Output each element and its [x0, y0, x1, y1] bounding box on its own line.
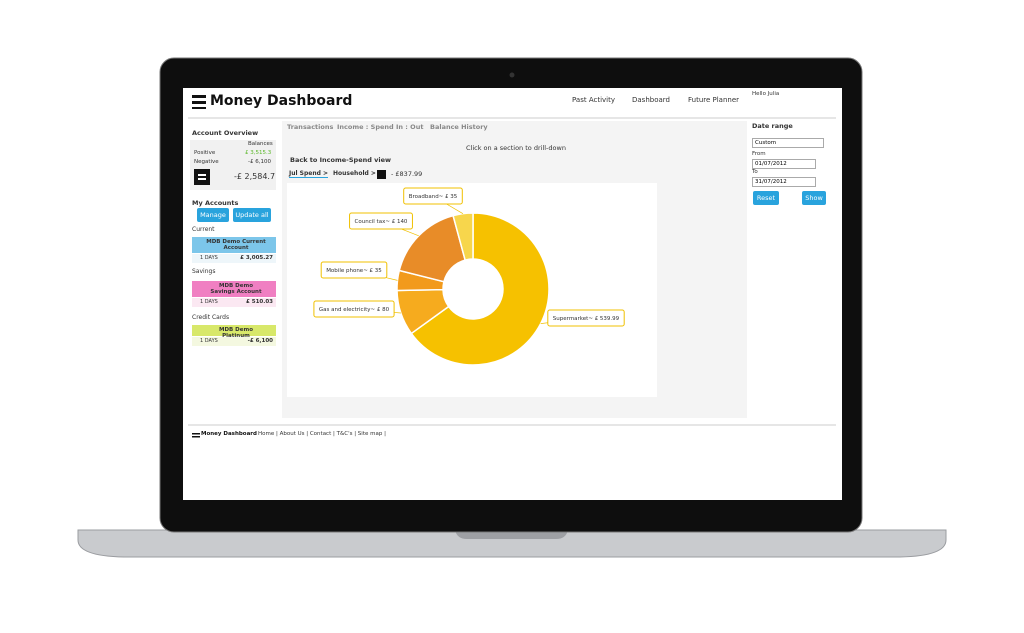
logo-icon: [192, 101, 206, 104]
group-label: Savings: [192, 268, 216, 275]
button[interactable]: Reset: [753, 191, 779, 205]
slice-label: Council tax~ £ 140: [355, 219, 408, 225]
nav-link[interactable]: Future Planner: [688, 96, 740, 104]
label-box: [547, 309, 625, 327]
days: 1 DAYS: [200, 299, 218, 305]
select[interactable]: Custom: [752, 138, 824, 148]
label-box: [349, 212, 413, 230]
slice: [398, 214, 467, 283]
account-icon: [198, 178, 206, 180]
value: £ 3,515.3: [245, 150, 272, 156]
label: Negative: [194, 159, 219, 165]
date-input[interactable]: 31/07/2012: [752, 177, 816, 187]
label-box: [313, 300, 395, 318]
logo-icon: [192, 95, 206, 98]
section-title: My Accounts: [192, 199, 239, 207]
slice: [452, 212, 474, 261]
balance: £ 510.03: [246, 299, 273, 305]
date-input[interactable]: 01/07/2012: [752, 159, 816, 169]
days: 1 DAYS: [200, 338, 218, 344]
section-title: Account Overview: [192, 129, 259, 137]
account-icon: [198, 174, 206, 176]
group-label: Credit Cards: [192, 314, 230, 321]
footer-logo-icon: [192, 436, 200, 438]
slice-label: Supermarket~ £ 539.99: [553, 316, 620, 322]
donut-chart: Supermarket~ £ 539.99 Gas and electricity…: [313, 187, 625, 366]
back-link[interactable]: Back to Income-Spend view: [290, 156, 392, 164]
panel-title: Date range: [752, 122, 793, 130]
greeting[interactable]: Hello Julia: [752, 91, 780, 97]
laptop-base: [77, 529, 947, 558]
camera: [509, 72, 515, 78]
breadcrumb[interactable]: Jul Spend >: [289, 170, 329, 178]
account-row: 1 DAYS £ 510.03: [192, 298, 276, 307]
slice-label: Mobile phone~ £ 35: [326, 268, 382, 274]
account-row: 1 DAYS £ 3,005.27: [192, 254, 276, 263]
account-card[interactable]: MDB Demo Savings Account: [192, 281, 276, 297]
label: Positive: [194, 150, 216, 156]
label-box: [403, 187, 463, 205]
button[interactable]: Manage: [197, 208, 229, 222]
nav-link[interactable]: Past Activity: [572, 96, 615, 104]
logo: Money Dashboard: [210, 93, 353, 109]
net-value: -£ 2,584.7: [234, 172, 276, 181]
tab[interactable]: Income : Spend: [337, 123, 394, 131]
slice-label: Broadband~ £ 35: [409, 194, 458, 200]
label: To: [752, 169, 758, 175]
logo-icon: [192, 107, 206, 109]
nav-link[interactable]: Dashboard: [632, 96, 670, 104]
account-row: 1 DAYS -£ 6,100: [192, 337, 276, 346]
label: Balances: [248, 141, 273, 147]
group-label: Current: [192, 226, 215, 233]
tab[interactable]: Balance History: [430, 123, 488, 131]
account-icon: [194, 169, 210, 185]
hint: Click on a section to drill-down: [466, 144, 566, 152]
account-card[interactable]: MDB Demo Platinum: [192, 325, 276, 339]
tab[interactable]: In : Out: [396, 123, 424, 131]
label: From: [752, 151, 766, 157]
value: -£ 6,100: [248, 159, 271, 165]
footer-logo-icon: [192, 433, 200, 435]
tab[interactable]: Transactions: [287, 123, 334, 131]
category-icon: [377, 170, 386, 179]
footer-links[interactable]: Home | About Us | Contact | T&C's | Site…: [258, 431, 386, 437]
label-box: [320, 261, 388, 279]
balance: -£ 6,100: [247, 338, 273, 344]
breadcrumb[interactable]: Household >: [333, 170, 376, 177]
account-card[interactable]: MDB Demo Current Account: [192, 237, 276, 253]
days: 1 DAYS: [200, 255, 218, 261]
footer-logo: Money Dashboard: [201, 431, 257, 437]
slice: [410, 212, 550, 366]
total: - £837.99: [391, 170, 423, 178]
balance: £ 3,005.27: [240, 255, 273, 261]
slice-label: Gas and electricity~ £ 80: [319, 307, 390, 313]
button[interactable]: Update all: [233, 208, 271, 222]
button[interactable]: Show: [802, 191, 826, 205]
